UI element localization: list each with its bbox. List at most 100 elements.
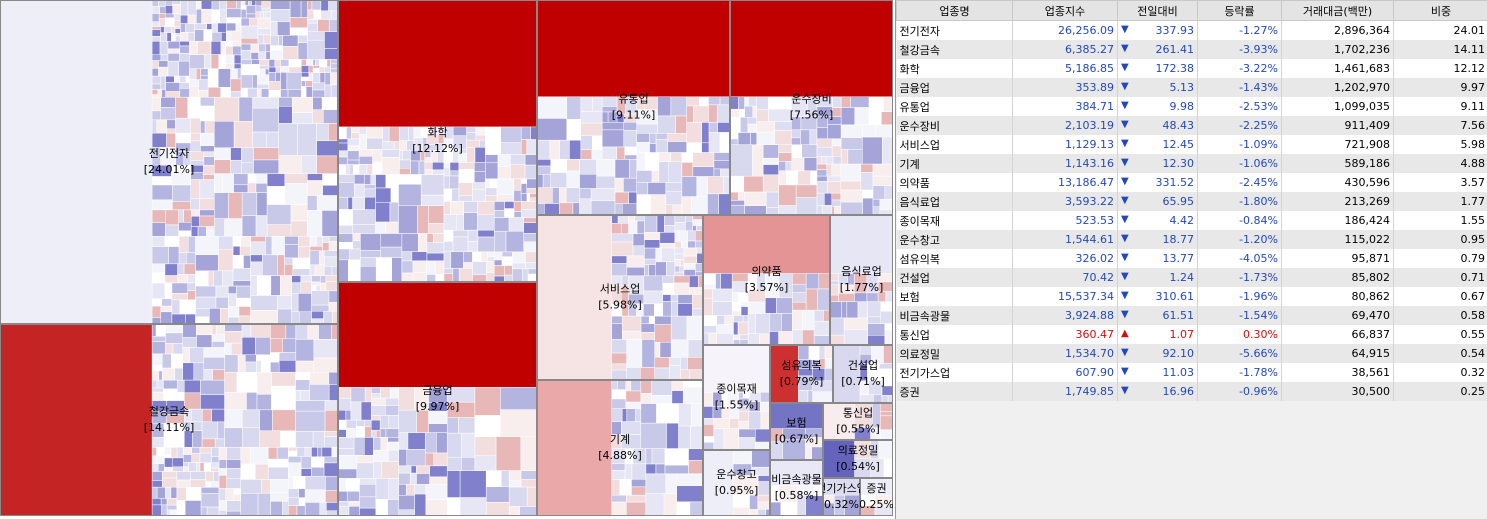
sub-cell — [881, 111, 893, 126]
sub-cell — [424, 432, 437, 454]
sub-cell — [284, 263, 294, 276]
sub-cell — [189, 41, 198, 55]
sub-cell — [301, 65, 310, 73]
sub-cell — [665, 182, 683, 192]
sub-cell — [156, 447, 165, 452]
sub-cell — [774, 130, 792, 145]
sub-cell — [175, 132, 192, 144]
sub-cell — [644, 215, 658, 233]
sub-cell — [191, 453, 201, 463]
sub-cell — [189, 86, 200, 98]
sub-cell — [195, 285, 217, 298]
sub-cell — [251, 64, 260, 76]
sub-cell — [875, 124, 893, 138]
sub-cell — [458, 169, 475, 183]
sub-cell — [292, 112, 313, 124]
sub-cell — [802, 309, 815, 331]
sub-cell — [809, 129, 818, 145]
sub-cell — [830, 273, 839, 282]
sub-cell — [718, 193, 730, 215]
sub-cell — [730, 96, 739, 110]
sub-cell — [288, 462, 302, 477]
sub-cell — [175, 117, 191, 134]
volume-cell: 1,099,035 — [1281, 97, 1394, 116]
sub-cell — [644, 152, 660, 171]
sub-cell — [381, 149, 400, 158]
rate-cell: -1.09% — [1197, 135, 1282, 154]
sub-cell — [389, 202, 399, 223]
sub-cell — [372, 161, 383, 175]
sub-cell — [277, 308, 292, 324]
sub-cell — [399, 167, 411, 175]
sub-cell — [160, 26, 165, 33]
sub-cell — [307, 180, 323, 196]
sub-cell — [156, 486, 166, 499]
sub-cell — [338, 196, 349, 210]
rate-cell: -4.05% — [1197, 249, 1282, 268]
sub-cell — [485, 154, 499, 163]
sub-cell — [792, 273, 807, 285]
sub-cell — [472, 251, 482, 262]
change-cell: ▼ 16.96 — [1117, 382, 1198, 401]
sub-cell — [687, 230, 696, 242]
sub-cell — [151, 236, 166, 247]
sub-cell — [257, 83, 270, 89]
sub-cell — [778, 170, 787, 186]
change-value: 9.98 — [1169, 100, 1195, 113]
sub-cell — [277, 254, 285, 276]
sub-cell — [651, 380, 673, 396]
sub-cell — [566, 96, 582, 120]
sub-cell — [347, 150, 360, 161]
sub-cell — [187, 0, 197, 16]
sub-cell — [768, 108, 792, 122]
sub-cell — [183, 462, 189, 467]
sub-cell — [179, 45, 190, 54]
sub-cell — [158, 66, 169, 77]
sub-cell — [174, 367, 184, 381]
sector-name: 금융업 — [422, 384, 452, 397]
sub-cell — [813, 320, 830, 336]
sub-cell — [270, 479, 289, 493]
sub-cell — [151, 21, 160, 27]
sub-cell — [611, 315, 623, 324]
sub-cell — [860, 163, 874, 173]
sub-cell — [151, 89, 159, 95]
weight-cell: 0.67 — [1393, 287, 1487, 306]
sub-cell — [659, 342, 672, 358]
sub-cell — [670, 96, 687, 117]
sub-cell — [474, 436, 497, 456]
change-cell: ▼ 5.13 — [1117, 78, 1198, 97]
sub-cell — [218, 488, 227, 501]
sub-cell — [816, 146, 833, 157]
sub-cell — [703, 442, 715, 450]
volume-cell: 115,022 — [1281, 230, 1394, 249]
sub-cell — [458, 417, 476, 434]
sub-cell — [230, 78, 242, 92]
sector: 철강금속[14.11%] — [0, 324, 338, 516]
sub-cell — [203, 174, 215, 180]
sub-cell — [256, 394, 272, 411]
sub-cell — [176, 471, 191, 481]
sub-cell — [278, 35, 283, 46]
sub-cell — [832, 96, 842, 108]
sub-cell — [443, 214, 458, 231]
sub-cell — [650, 194, 667, 215]
sub-cell — [666, 422, 679, 449]
sub-cell — [160, 96, 176, 108]
sub-cell — [190, 226, 199, 237]
sub-cell — [621, 315, 642, 332]
sub-cell — [173, 20, 181, 27]
sub-cell — [257, 28, 271, 36]
sector-name: 전기전자 — [149, 147, 189, 160]
volume-cell: 69,470 — [1281, 306, 1394, 325]
sub-cell — [766, 207, 779, 215]
sub-cell — [625, 380, 632, 392]
change-arrow: ▼ — [1121, 62, 1129, 73]
sub-cell — [644, 247, 656, 260]
change-cell: ▼ 11.03 — [1117, 363, 1198, 382]
sub-cell — [647, 182, 667, 195]
sub-cell — [199, 215, 215, 227]
sub-cell — [406, 484, 415, 496]
sub-cell — [824, 345, 833, 359]
sub-cell — [295, 400, 326, 412]
